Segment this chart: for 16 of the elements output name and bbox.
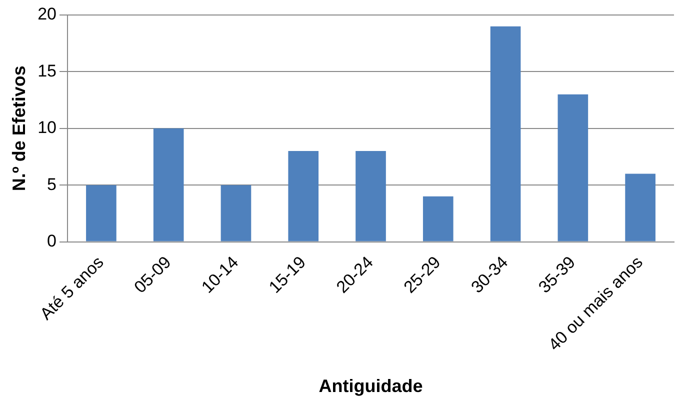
bar: [220, 185, 252, 242]
bar: [356, 151, 386, 242]
bar: [288, 151, 319, 242]
bar: [490, 26, 521, 242]
bar: [422, 196, 454, 242]
y-tick-label: 5: [47, 174, 57, 194]
bar: [153, 128, 184, 242]
bar: [625, 174, 656, 242]
bar: [86, 185, 116, 242]
y-tick-label: 10: [38, 118, 57, 138]
y-tick-label: 15: [38, 61, 57, 80]
y-tick-label: 0: [47, 231, 57, 250]
y-axis-title: N.º de Efetivos: [8, 66, 29, 192]
x-axis-title: Antiguidade: [318, 376, 423, 396]
bar: [558, 94, 588, 242]
y-tick-label: 20: [38, 4, 57, 24]
